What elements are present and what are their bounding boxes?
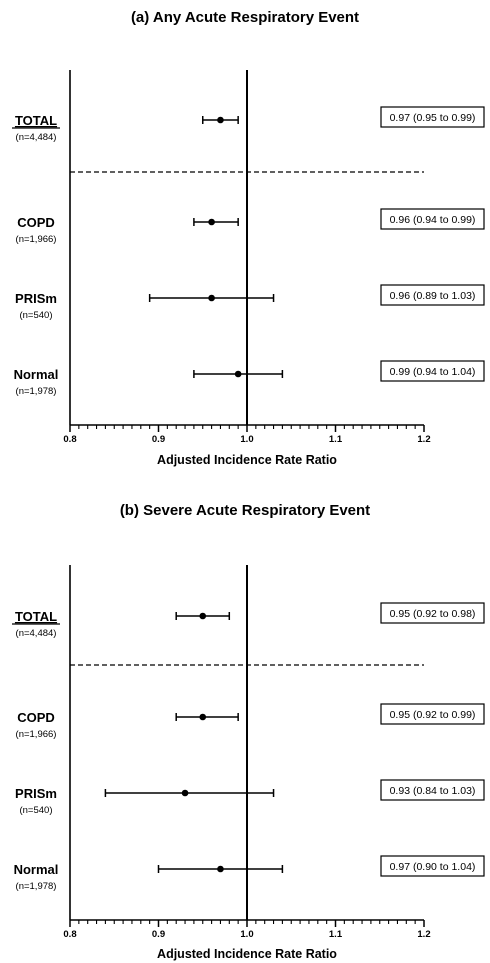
ci-value-text: 0.96 (0.89 to 1.03) (390, 290, 476, 302)
group-label: Normal (14, 367, 59, 382)
group-label: TOTAL (15, 113, 57, 128)
ci-value-box (380, 208, 485, 230)
ci-value-box (380, 360, 485, 382)
ci-value-text: 0.96 (0.94 to 0.99) (390, 214, 476, 226)
point-estimate (199, 713, 207, 721)
ci-value-text: 0.99 (0.94 to 1.04) (390, 366, 476, 378)
group-n-label: (n=4,484) (16, 628, 57, 639)
point-estimate (199, 612, 207, 620)
ci-value-text: 0.95 (0.92 to 0.98) (390, 608, 476, 620)
x-tick-label: 1.1 (329, 434, 343, 445)
group-n-label: (n=540) (19, 310, 52, 321)
group-n-label: (n=1,966) (16, 729, 57, 740)
ci-value-box (380, 703, 485, 725)
group-n-label: (n=1,966) (16, 234, 57, 245)
x-tick-label: 1.2 (417, 929, 430, 940)
point-estimate (217, 865, 224, 873)
chart-title: (a) Any Acute Respiratory Event (131, 9, 359, 26)
x-tick-label: 1.0 (240, 434, 253, 445)
ci-value-text: 0.97 (0.90 to 1.04) (390, 861, 476, 873)
ci-value-text: 0.95 (0.92 to 0.99) (390, 709, 476, 721)
point-estimate (217, 116, 224, 124)
point-estimate (208, 294, 215, 302)
group-n-label: (n=1,978) (16, 881, 57, 892)
point-estimate (208, 218, 215, 226)
group-label: PRISm (15, 786, 57, 801)
x-tick-label: 1.0 (240, 929, 253, 940)
ci-value-box (380, 284, 485, 306)
ci-value-text: 0.97 (0.95 to 0.99) (390, 112, 476, 124)
ci-value-box (380, 106, 485, 128)
x-tick-label: 1.1 (329, 929, 343, 940)
x-axis-label: Adjusted Incidence Rate Ratio (157, 453, 337, 467)
group-label: PRISm (15, 291, 57, 306)
point-estimate (234, 370, 242, 378)
chart-title: (b) Severe Acute Respiratory Event (120, 502, 370, 519)
x-tick-label: 0.9 (152, 929, 165, 940)
point-estimate (181, 789, 189, 797)
group-n-label: (n=1,978) (16, 386, 57, 397)
group-label: Normal (14, 862, 59, 877)
x-axis-label: Adjusted Incidence Rate Ratio (157, 947, 337, 961)
ci-value-box (380, 855, 485, 877)
group-label: COPD (17, 215, 55, 230)
x-tick-label: 0.8 (63, 434, 76, 445)
forest-panel-b: (b) Severe Acute Respiratory Event 0.8 0.9… (12, 502, 485, 961)
ci-value-text: 0.93 (0.84 to 1.03) (390, 785, 476, 797)
x-tick-label: 0.8 (63, 929, 76, 940)
ci-value-box (380, 602, 485, 624)
group-n-label: (n=540) (19, 805, 52, 816)
forest-panel-a: (a) Any Acute Respiratory Event 0.8 0.9 1.0… (12, 9, 485, 467)
x-tick-label: 1.2 (417, 434, 430, 445)
x-tick-label: 0.9 (152, 434, 165, 445)
group-n-label: (n=4,484) (16, 132, 57, 143)
group-label: COPD (17, 710, 55, 725)
group-label: TOTAL (15, 609, 57, 624)
ci-value-box (380, 779, 485, 801)
